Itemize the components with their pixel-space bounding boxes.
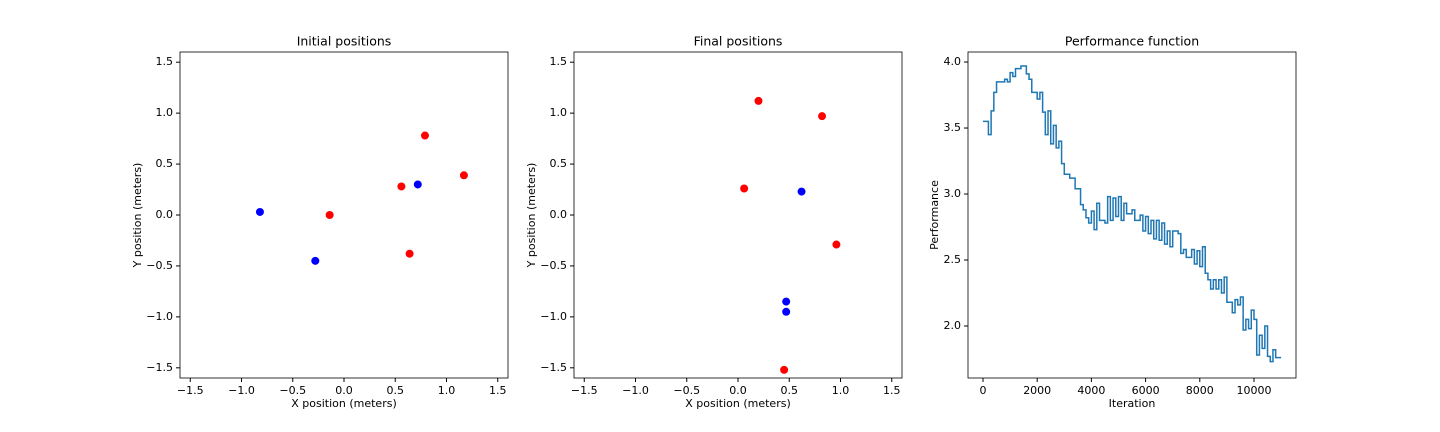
x-tick-label: 0.0 (335, 384, 353, 397)
y-tick-label: 4.0 (944, 55, 962, 68)
x-tick-label: 2000 (1023, 384, 1051, 397)
y-tick-label: −1.0 (146, 310, 173, 323)
y-tick-label: −0.5 (540, 259, 567, 272)
x-tick-label: 1.0 (832, 384, 850, 397)
y-axis-label: Y position (meters) (131, 163, 144, 269)
y-tick-label: −1.0 (540, 310, 567, 323)
y-tick-label: 3.5 (944, 121, 962, 134)
x-tick-label: 0.0 (729, 384, 747, 397)
x-tick-label: 10000 (1236, 384, 1271, 397)
y-tick-label: 0.5 (156, 157, 174, 170)
point (397, 182, 406, 191)
point (255, 207, 264, 216)
x-tick-label: 1.5 (883, 384, 901, 397)
point (754, 96, 763, 105)
point (818, 112, 827, 121)
y-tick-label: 2.5 (944, 253, 962, 266)
point (405, 249, 414, 258)
x-tick-label: −1.0 (622, 384, 649, 397)
axes-frame (967, 51, 1297, 379)
point (782, 307, 791, 316)
y-tick-label: 0.0 (550, 208, 568, 221)
x-tick-label: −1.5 (571, 384, 598, 397)
y-tick-label: 0.5 (550, 157, 568, 170)
x-tick-label: −1.0 (228, 384, 255, 397)
y-tick-label: −1.5 (146, 361, 173, 374)
y-tick-label: −0.5 (146, 259, 173, 272)
x-tick-label: −0.5 (673, 384, 700, 397)
performance-line (982, 65, 1282, 363)
y-tick-label: 0.0 (156, 208, 174, 221)
x-tick-label: 0.5 (781, 384, 799, 397)
point (740, 184, 749, 193)
y-tick-label: 3.0 (944, 187, 962, 200)
x-tick-label: 1.0 (438, 384, 456, 397)
point (832, 240, 841, 249)
chart-title: Initial positions (297, 34, 392, 49)
y-tick-label: 1.5 (156, 55, 174, 68)
point (780, 365, 789, 374)
point (797, 187, 806, 196)
axes-frame (179, 51, 509, 379)
y-tick-label: 1.0 (156, 106, 174, 119)
x-tick-label: −0.5 (279, 384, 306, 397)
point (325, 211, 334, 219)
y-tick-label: 2.0 (944, 319, 962, 332)
x-tick-label: 4000 (1077, 384, 1105, 397)
y-axis-label: Performance (928, 180, 941, 250)
x-axis-label: Iteration (1109, 397, 1156, 410)
y-axis-label: Y position (meters) (525, 163, 538, 269)
x-tick-label: 6000 (1132, 384, 1160, 397)
x-tick-label: 8000 (1186, 384, 1214, 397)
x-tick-label: 0 (979, 384, 986, 397)
point (459, 171, 468, 180)
y-tick-label: −1.5 (540, 361, 567, 374)
point (782, 297, 791, 306)
x-axis-label: X position (meters) (291, 397, 397, 410)
x-tick-label: −1.5 (177, 384, 204, 397)
axes-frame (573, 51, 903, 379)
y-tick-label: 1.5 (550, 55, 568, 68)
point (420, 131, 429, 140)
x-tick-label: 0.5 (387, 384, 405, 397)
y-tick-label: 1.0 (550, 106, 568, 119)
point (311, 256, 320, 265)
point (413, 180, 422, 189)
x-tick-label: 1.5 (489, 384, 507, 397)
chart-title: Final positions (694, 34, 783, 49)
x-axis-label: X position (meters) (685, 397, 791, 410)
chart-title: Performance function (1065, 34, 1199, 49)
